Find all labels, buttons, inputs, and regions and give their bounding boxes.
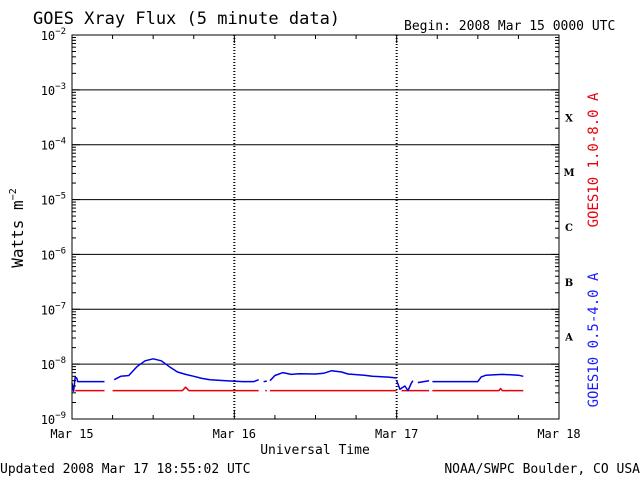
- series-line-short: [269, 369, 397, 382]
- chart-grid: [72, 35, 559, 419]
- y-tick-exponent: −4: [55, 137, 66, 147]
- begin-time: Begin: 2008 Mar 15 0000 UTC: [404, 19, 615, 34]
- y-tick-base: 10: [41, 84, 55, 98]
- y-tick-label: 10−4: [41, 137, 66, 153]
- y-tick-label: 10−6: [41, 246, 66, 262]
- y-tick-exponent: −7: [55, 301, 66, 311]
- y-tick-labels: 10−210−310−410−510−610−710−810−9: [41, 27, 66, 427]
- y-tick-base: 10: [41, 413, 55, 427]
- flare-class-label: B: [565, 278, 573, 289]
- updated-time: Updated 2008 Mar 17 18:55:02 UTC: [0, 462, 250, 477]
- y-axis-label-text: Watts m: [8, 200, 27, 267]
- series-line-short: [417, 379, 430, 384]
- y-tick-label: 10−9: [41, 411, 66, 427]
- x-tick-label: Mar 17: [375, 427, 418, 441]
- y-tick-base: 10: [41, 303, 55, 317]
- series-line-short: [71, 376, 105, 393]
- y-tick-exponent: −6: [55, 246, 66, 256]
- y-tick-base: 10: [41, 29, 55, 43]
- series-line-short: [432, 373, 524, 383]
- flare-class-label: A: [564, 333, 573, 344]
- y-tick-base: 10: [41, 248, 55, 262]
- x-tick-label: Mar 15: [50, 427, 93, 441]
- y-axis-label-exponent: −2: [8, 188, 19, 200]
- flare-class-label: C: [565, 223, 573, 234]
- y-tick-base: 10: [41, 358, 55, 372]
- series-label-long: GOES10 1.0-8.0 A: [586, 92, 602, 227]
- y-tick-exponent: −5: [55, 192, 66, 202]
- data-source: NOAA/SWPC Boulder, CO USA: [444, 462, 640, 477]
- y-tick-exponent: −8: [55, 356, 66, 366]
- series-line-short: [113, 358, 259, 383]
- y-tick-label: 10−8: [41, 356, 66, 372]
- series-label-short: GOES10 0.5-4.0 A: [586, 272, 602, 407]
- flare-class-label: X: [565, 113, 573, 124]
- flare-class-labels: X M C B A: [563, 113, 574, 343]
- series-line-short: [395, 380, 414, 392]
- flare-class-label: M: [563, 168, 574, 179]
- series-line-long: [112, 386, 259, 392]
- axis-ticks: [71, 34, 560, 420]
- y-tick-label: 10−5: [41, 192, 66, 208]
- y-tick-base: 10: [41, 194, 55, 208]
- y-tick-label: 10−2: [41, 27, 66, 43]
- y-tick-exponent: −9: [55, 411, 66, 421]
- y-tick-label: 10−7: [41, 301, 66, 317]
- y-tick-exponent: −3: [55, 82, 66, 92]
- y-axis-label: Watts m−2: [8, 188, 27, 267]
- x-tick-labels: Mar 15 Mar 16 Mar 17 Mar 18: [50, 427, 580, 441]
- series-layer: [71, 358, 524, 393]
- series-line-long: [432, 387, 524, 392]
- y-tick-label: 10−3: [41, 82, 66, 98]
- y-tick-exponent: −2: [55, 27, 66, 37]
- chart-title: GOES Xray Flux (5 minute data): [33, 9, 340, 29]
- x-tick-label: Mar 16: [213, 427, 256, 441]
- y-tick-base: 10: [41, 139, 55, 153]
- x-axis-label: Universal Time: [260, 443, 370, 458]
- x-tick-label: Mar 18: [537, 427, 580, 441]
- series-line-short: [263, 380, 267, 383]
